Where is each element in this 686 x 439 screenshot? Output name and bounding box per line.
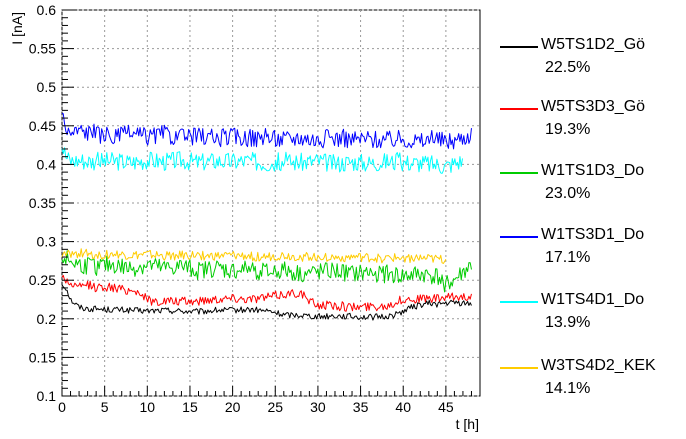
legend-entry-percent: 13.9%	[545, 314, 590, 331]
legend-entry-name: W1TS1D3_Do	[541, 162, 644, 179]
y-tick-label: 0.2	[37, 311, 57, 327]
grid-layer	[61, 9, 480, 397]
series-line	[61, 248, 447, 264]
y-tick-label: 0.15	[29, 349, 56, 365]
x-axis-label: t [h]	[456, 416, 479, 432]
series-line	[61, 112, 472, 150]
x-tick-label: 45	[438, 399, 454, 415]
axis-layer: 0 5 10 15 20 25 30 35 40 45 0.1 0.15 0.2 0.25 0.3 0.35 0…	[29, 2, 481, 415]
legend-entry-percent: 19.3%	[545, 121, 590, 138]
x-tick-label: 10	[140, 399, 156, 415]
y-tick-label: 0.6	[37, 2, 57, 18]
y-tick-label: 0.3	[37, 234, 57, 250]
legend-entry-percent: 14.1%	[545, 380, 590, 397]
legend-layer: W5TS1D2_Gö 22.5% W5TS3D3_Gö 19.3% W1TS1D3_Do…	[500, 36, 656, 397]
y-tick-label: 0.25	[29, 272, 56, 288]
series-line	[61, 250, 472, 293]
legend-entry-percent: 17.1%	[545, 249, 590, 266]
legend-entry-percent: 23.0%	[545, 185, 590, 202]
y-tick-label: 0.1	[37, 388, 57, 404]
x-tick-label: 35	[353, 399, 369, 415]
series-line	[61, 284, 472, 321]
y-tick-label: 0.55	[29, 41, 56, 57]
y-tick-label: 0.5	[37, 79, 57, 95]
x-tick-label: 30	[310, 399, 326, 415]
x-tick-label: 20	[225, 399, 241, 415]
plot-frame	[61, 9, 481, 397]
y-tick-label: 0.4	[37, 156, 57, 172]
legend-entry-name: W5TS3D3_Gö	[541, 98, 645, 115]
legend-entry-percent: 22.5%	[545, 59, 590, 76]
legend-entry-name: W5TS1D2_Gö	[541, 36, 645, 53]
y-axis-label: I [nA]	[9, 12, 25, 45]
x-tick-label: 5	[101, 399, 109, 415]
y-tick-label: 0.45	[29, 118, 56, 134]
x-tick-label: 0	[58, 399, 66, 415]
x-tick-label: 40	[395, 399, 411, 415]
series-line	[61, 274, 472, 312]
y-tick-label: 0.35	[29, 195, 56, 211]
series-line	[61, 147, 464, 174]
series-layer	[61, 112, 472, 321]
x-tick-label: 25	[267, 399, 283, 415]
legend-entry-name: W1TS4D1_Do	[541, 291, 644, 308]
x-tick-label: 15	[182, 399, 198, 415]
legend-entry-name: W3TS4D2_KEK	[541, 357, 656, 374]
legend-entry-name: W1TS3D1_Do	[541, 226, 644, 243]
